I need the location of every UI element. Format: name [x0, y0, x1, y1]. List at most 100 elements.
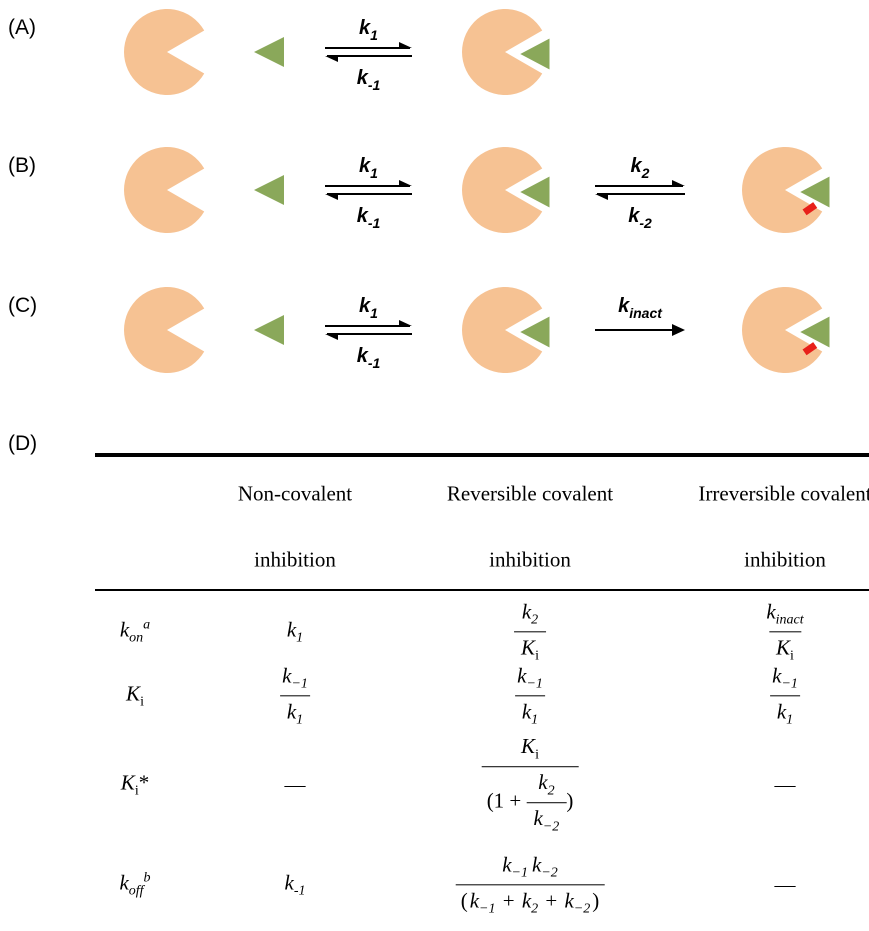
column-header: inhibition [489, 548, 571, 573]
rate-subscript: -1 [368, 215, 381, 231]
math-text: — [775, 773, 796, 797]
term-subscript: 2 [531, 613, 538, 628]
term-base: k [287, 617, 296, 641]
fraction: k−1 k −2 (k−1 + k2 + k−2) [456, 852, 605, 917]
term-base: k [777, 700, 786, 724]
term-subscript: −2 [543, 820, 559, 835]
rate-subscript: -1 [368, 77, 381, 93]
math-term: kona [120, 617, 150, 641]
term-subscript: −2 [541, 866, 557, 881]
term-subscript: off [129, 884, 144, 899]
fraction: k2 k−2 [527, 770, 567, 835]
math-term: k−1 [517, 663, 543, 687]
rate-constant: k1 [359, 295, 378, 321]
math-text: — [285, 773, 306, 797]
term-base: K [126, 681, 140, 705]
arrow-head [325, 194, 338, 200]
term-subscript: 1 [296, 713, 303, 728]
row-label: Ki* [119, 770, 151, 799]
math-term: k−2 [534, 807, 560, 831]
math-text: — [775, 873, 796, 897]
math-term: k1 [287, 617, 303, 641]
math-term: koffb [119, 870, 150, 894]
panel-label: (C) [8, 294, 37, 317]
rate-constant: k-2 [628, 205, 652, 231]
table-cell: — [775, 773, 796, 798]
math-text: ) [566, 789, 573, 813]
table-cell: k−1 k −2 (k−1 + k2 + k−2) [456, 852, 605, 917]
rate-subscript: -1 [368, 355, 381, 371]
math-term: k2 [522, 889, 538, 913]
numerator: k−1 [510, 663, 550, 695]
math-term: k1 [287, 700, 303, 724]
term-base: k [120, 617, 129, 641]
term-subscript: i [790, 649, 794, 664]
panel-label: (D) [8, 432, 37, 456]
rate-subscript: inact [629, 305, 663, 321]
math-term: k−1 [772, 663, 798, 687]
column-header: Non-covalent [238, 482, 352, 507]
numerator: k−1 [765, 663, 805, 695]
enzyme [124, 9, 204, 95]
math-text: + [497, 889, 519, 913]
rate-constant: k2 [631, 155, 650, 181]
term-base: k [285, 870, 294, 894]
math-term: k2 [522, 599, 538, 623]
column-header: inhibition [744, 548, 826, 573]
table-top-rule [95, 453, 869, 457]
term-base: k [565, 889, 574, 913]
math-term: k1 [522, 700, 538, 724]
rate-subscript: 1 [370, 305, 378, 321]
rate-constant: k-1 [357, 345, 381, 371]
table-cell: k−1k1 [275, 663, 315, 728]
term-base: k [282, 663, 291, 687]
denominator: Ki [769, 632, 801, 665]
math-term: Ki* [121, 770, 149, 794]
term-subscript: 1 [531, 713, 538, 728]
table-cell: k−1 k1 [765, 663, 805, 728]
numerator: k−1 [275, 663, 315, 695]
table-header-rule [95, 589, 869, 591]
math-term: k2 [538, 770, 554, 794]
column-header: Irreversible covalent [698, 482, 869, 507]
term-base: K [521, 734, 535, 758]
denominator: (k−1 + k2 + k−2) [456, 885, 605, 918]
numerator: k2 [515, 599, 545, 631]
rate-subscript: -2 [639, 215, 652, 231]
rate-constant: k1 [359, 17, 378, 43]
term-subscript: 1 [296, 631, 303, 646]
figure: (A)k1k-1(B)k1k-1k2k-2(C)k1k-1kinact (D) … [0, 0, 869, 931]
term-base: k [119, 870, 128, 894]
term-base: k [522, 700, 531, 724]
term-base: k [287, 700, 296, 724]
math-text: ) [592, 889, 599, 913]
rate-constant: kinact [618, 295, 663, 321]
math-term: k−1 [470, 889, 496, 913]
numerator: k2 [531, 770, 561, 802]
enzyme [124, 287, 204, 373]
reaction-schemes: (A)k1k-1(B)k1k-1k2k-2(C)k1k-1kinact [0, 0, 869, 430]
arrow-head [595, 194, 608, 200]
arrow-head [399, 180, 412, 186]
term-suffix: * [139, 770, 150, 794]
math-term: k1 [777, 700, 793, 724]
term-base: k [517, 663, 526, 687]
arrow-head [325, 56, 338, 62]
term-subscript: 2 [548, 784, 555, 799]
row-label: kona [118, 617, 152, 646]
numerator: kinact [759, 599, 810, 631]
term-base: K [121, 770, 135, 794]
term-subscript: −1 [512, 866, 528, 881]
table-cell: — [775, 873, 796, 898]
math-term: k−1 [502, 852, 528, 876]
term-base: k [766, 599, 775, 623]
math-term: k−1 [282, 663, 308, 687]
math-text: + [540, 889, 562, 913]
term-subscript: -1 [294, 884, 306, 899]
math-term: Ki [126, 681, 144, 705]
